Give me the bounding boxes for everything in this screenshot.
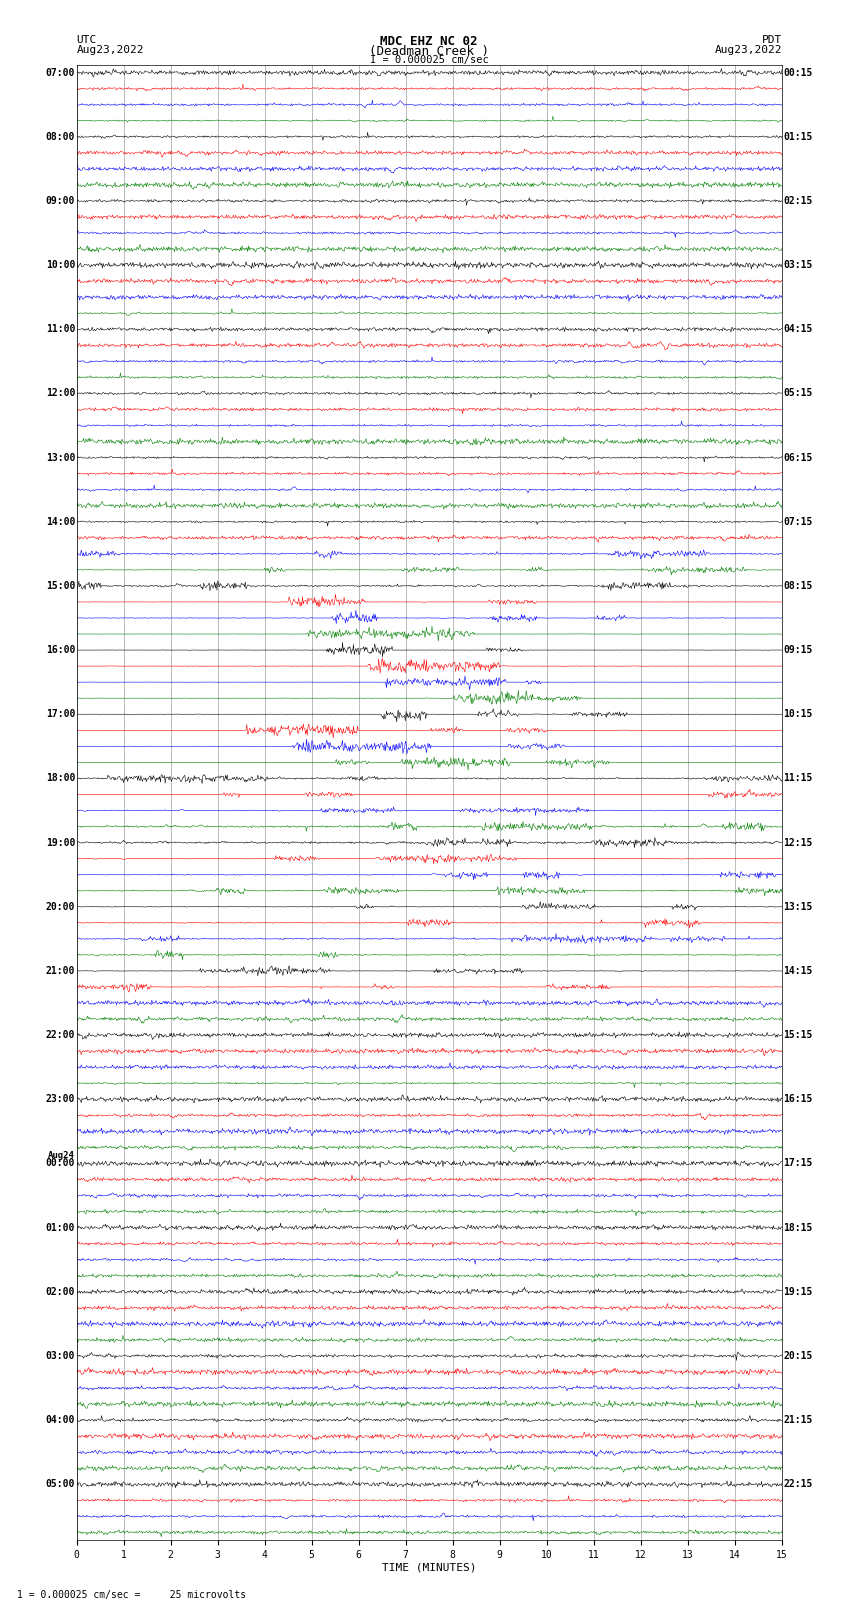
Text: 02:15: 02:15 xyxy=(784,195,813,206)
Text: 00:15: 00:15 xyxy=(784,68,813,77)
Text: 18:00: 18:00 xyxy=(46,773,75,784)
Text: 04:15: 04:15 xyxy=(784,324,813,334)
Text: 10:00: 10:00 xyxy=(46,260,75,269)
Text: 07:15: 07:15 xyxy=(784,516,813,527)
Text: 15:00: 15:00 xyxy=(46,581,75,590)
Text: 03:00: 03:00 xyxy=(46,1352,75,1361)
Text: 12:00: 12:00 xyxy=(46,389,75,398)
Text: 17:00: 17:00 xyxy=(46,710,75,719)
Text: 13:15: 13:15 xyxy=(784,902,813,911)
Text: 09:00: 09:00 xyxy=(46,195,75,206)
Text: 04:00: 04:00 xyxy=(46,1415,75,1426)
Text: 12:15: 12:15 xyxy=(784,837,813,847)
Text: Aug23,2022: Aug23,2022 xyxy=(715,45,782,55)
Text: 19:00: 19:00 xyxy=(46,837,75,847)
Text: 08:00: 08:00 xyxy=(46,132,75,142)
Text: 11:15: 11:15 xyxy=(784,773,813,784)
Text: 20:00: 20:00 xyxy=(46,902,75,911)
Text: 17:15: 17:15 xyxy=(784,1158,813,1168)
Text: 20:15: 20:15 xyxy=(784,1352,813,1361)
Text: Aug24: Aug24 xyxy=(48,1152,75,1160)
Text: 00:00: 00:00 xyxy=(46,1158,75,1168)
Text: 15:15: 15:15 xyxy=(784,1031,813,1040)
Text: 06:15: 06:15 xyxy=(784,453,813,463)
Text: MDC EHZ NC 02: MDC EHZ NC 02 xyxy=(381,35,478,48)
Text: 16:15: 16:15 xyxy=(784,1094,813,1105)
Text: 21:00: 21:00 xyxy=(46,966,75,976)
Text: 10:15: 10:15 xyxy=(784,710,813,719)
Text: 22:15: 22:15 xyxy=(784,1479,813,1489)
Text: 05:15: 05:15 xyxy=(784,389,813,398)
Text: 23:00: 23:00 xyxy=(46,1094,75,1105)
Text: UTC: UTC xyxy=(76,35,97,45)
Text: PDT: PDT xyxy=(762,35,782,45)
Text: 02:00: 02:00 xyxy=(46,1287,75,1297)
Text: 01:15: 01:15 xyxy=(784,132,813,142)
Text: 22:00: 22:00 xyxy=(46,1031,75,1040)
Text: 09:15: 09:15 xyxy=(784,645,813,655)
Text: Aug23,2022: Aug23,2022 xyxy=(76,45,144,55)
Text: 14:00: 14:00 xyxy=(46,516,75,527)
Text: (Deadman Creek ): (Deadman Creek ) xyxy=(369,45,490,58)
Text: 14:15: 14:15 xyxy=(784,966,813,976)
Text: 16:00: 16:00 xyxy=(46,645,75,655)
Text: 07:00: 07:00 xyxy=(46,68,75,77)
Text: 11:00: 11:00 xyxy=(46,324,75,334)
Text: 03:15: 03:15 xyxy=(784,260,813,269)
Text: 13:00: 13:00 xyxy=(46,453,75,463)
Text: 18:15: 18:15 xyxy=(784,1223,813,1232)
Text: 19:15: 19:15 xyxy=(784,1287,813,1297)
Text: 05:00: 05:00 xyxy=(46,1479,75,1489)
X-axis label: TIME (MINUTES): TIME (MINUTES) xyxy=(382,1563,477,1573)
Text: 01:00: 01:00 xyxy=(46,1223,75,1232)
Text: 21:15: 21:15 xyxy=(784,1415,813,1426)
Text: I = 0.000025 cm/sec: I = 0.000025 cm/sec xyxy=(370,55,489,65)
Text: 1 = 0.000025 cm/sec =     25 microvolts: 1 = 0.000025 cm/sec = 25 microvolts xyxy=(17,1590,246,1600)
Text: 08:15: 08:15 xyxy=(784,581,813,590)
